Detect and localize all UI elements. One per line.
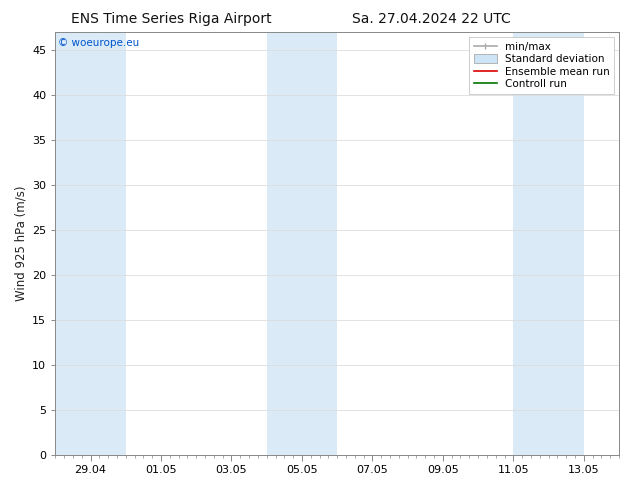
Bar — [514, 32, 584, 455]
Bar — [267, 32, 337, 455]
Text: Sa. 27.04.2024 22 UTC: Sa. 27.04.2024 22 UTC — [352, 12, 510, 26]
Legend: min/max, Standard deviation, Ensemble mean run, Controll run: min/max, Standard deviation, Ensemble me… — [469, 37, 614, 94]
Y-axis label: Wind 925 hPa (m/s): Wind 925 hPa (m/s) — [15, 186, 28, 301]
Text: © woeurope.eu: © woeurope.eu — [58, 39, 139, 49]
Text: ENS Time Series Riga Airport: ENS Time Series Riga Airport — [71, 12, 271, 26]
Bar — [55, 32, 126, 455]
